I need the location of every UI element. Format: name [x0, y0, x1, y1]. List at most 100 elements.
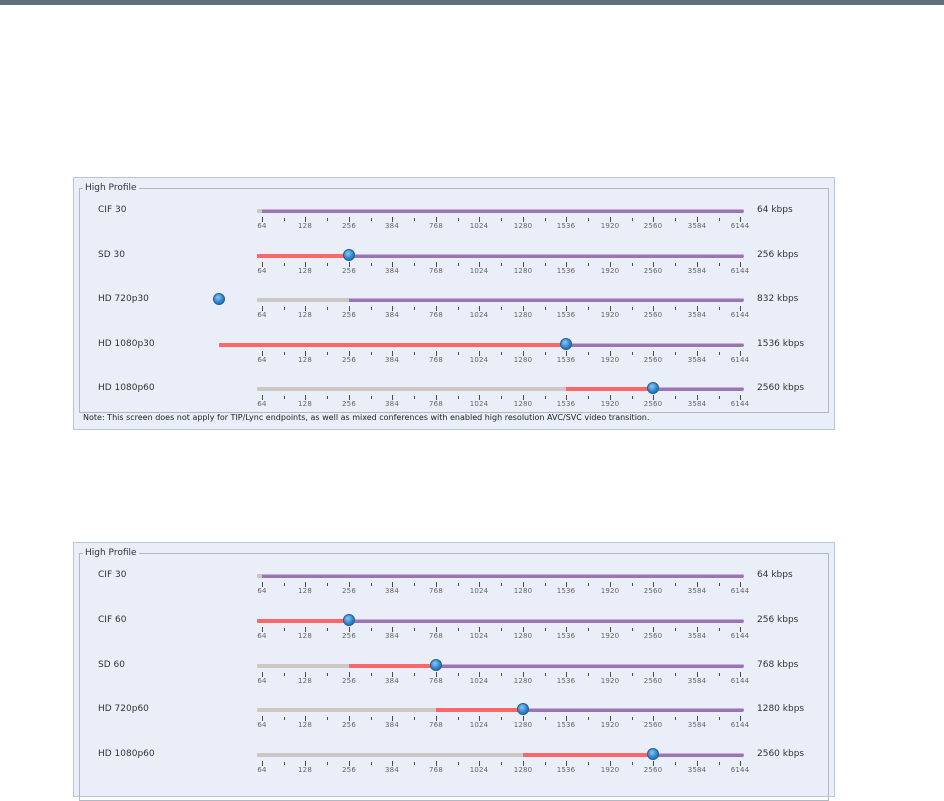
slider-minor-tick: [632, 263, 633, 266]
slider-thumb[interactable]: [343, 249, 355, 261]
tick-label: 1024: [469, 632, 489, 640]
slider-tick: [436, 716, 437, 721]
slider-thumb[interactable]: [560, 338, 572, 350]
slider-minor-tick: [458, 762, 459, 765]
slider-tick: [653, 761, 654, 766]
slider-minor-tick: [675, 307, 676, 310]
slider-tick: [697, 761, 698, 766]
tick-label: 384: [385, 677, 399, 685]
slider-minor-tick: [501, 762, 502, 765]
slider-minor-tick: [458, 307, 459, 310]
slider-tick: [436, 306, 437, 311]
slider-minor-tick: [719, 307, 720, 310]
bitrate-value: 1280 kbps: [757, 704, 805, 714]
slider-minor-tick: [284, 263, 285, 266]
tick-label: 1536: [556, 222, 576, 230]
bitrate-value: 1536 kbps: [757, 339, 805, 349]
slider-minor-tick: [371, 762, 372, 765]
slider-minor-tick: [458, 583, 459, 586]
tick-label: 3584: [687, 311, 707, 319]
tick-label: 1536: [556, 267, 576, 275]
slider-tick: [262, 262, 263, 267]
tick-label: 128: [298, 267, 312, 275]
slider-tick: [523, 761, 524, 766]
slider-minor-tick: [675, 396, 676, 399]
tick-label: 1280: [513, 632, 533, 640]
tick-label: 6144: [730, 311, 750, 319]
slider-thumb[interactable]: [343, 614, 355, 626]
slider-minor-tick: [588, 218, 589, 221]
slider-tick: [479, 761, 480, 766]
slider-tick: [566, 582, 567, 587]
slider-minor-tick: [327, 717, 328, 720]
slider-tick: [262, 217, 263, 222]
slider-thumb[interactable]: [430, 659, 442, 671]
slider-row: HD 1080p30 64 128 256 384 768 1024 1280 1536 1920…: [74, 338, 834, 383]
bitrate-slider-track[interactable]: 64 128 256 384 768 1024 1280 1536 1920 2560 3584 61…: [219, 338, 749, 364]
tick-label: 1536: [556, 632, 576, 640]
slider-thumb[interactable]: [213, 293, 225, 305]
slider-tick: [436, 262, 437, 267]
tick-label: 3584: [687, 721, 707, 729]
bitrate-slider-track[interactable]: 64 128 256 384 768 1024 1280 1536 1920 2560 3584 61…: [257, 614, 749, 640]
slider-minor-tick: [675, 352, 676, 355]
slider-minor-tick: [414, 628, 415, 631]
tick-label: 1920: [600, 677, 620, 685]
bitrate-slider-track[interactable]: 64 128 256 384 768 1024 1280 1536 1920 2560 3584 61…: [257, 703, 749, 729]
tick-label: 2560: [643, 267, 663, 275]
bitrate-slider-track[interactable]: 64 128 256 384 768 1024 1280 1536 1920 2560 3584 61…: [257, 659, 749, 685]
tick-label: 384: [385, 400, 399, 408]
slider-thumb[interactable]: [647, 748, 659, 760]
bitrate-slider-track[interactable]: 64 128 256 384 768 1024 1280 1536 1920 2560 3584 61…: [213, 293, 749, 319]
note-text: Note: This screen does not apply for TIP…: [83, 413, 650, 422]
bitrate-slider-track[interactable]: 64 128 256 384 768 1024 1280 1536 1920 2560 3584 61…: [257, 574, 749, 595]
slider-minor-tick: [371, 673, 372, 676]
tick-label: 1536: [556, 766, 576, 774]
slider-tick: [653, 217, 654, 222]
slider-minor-tick: [545, 307, 546, 310]
slider-tick: [740, 627, 741, 632]
tick-label: 768: [429, 632, 443, 640]
tick-label: 768: [429, 766, 443, 774]
slider-lower-range: [257, 574, 262, 578]
slider-minor-tick: [501, 583, 502, 586]
bitrate-slider-track[interactable]: 64 128 256 384 768 1024 1280 1536 1920 2560 3584 61…: [257, 249, 749, 275]
slider-tick: [305, 761, 306, 766]
tick-label: 1920: [600, 222, 620, 230]
slider-selected-range: [566, 387, 653, 391]
tick-label: 128: [298, 311, 312, 319]
bitrate-slider-track[interactable]: 64 128 256 384 768 1024 1280 1536 1920 2560 3584 61…: [257, 382, 749, 408]
slider-minor-tick: [588, 396, 589, 399]
slider-tick: [392, 395, 393, 400]
slider-tick: [653, 716, 654, 721]
slider-tick: [610, 217, 611, 222]
tick-label: 1280: [513, 400, 533, 408]
slider-minor-tick: [284, 717, 285, 720]
tick-label: 1280: [513, 222, 533, 230]
slider-tick: [392, 716, 393, 721]
bitrate-slider-track[interactable]: 64 128 256 384 768 1024 1280 1536 1920 2560 3584 61…: [257, 209, 749, 230]
tick-label: 1280: [513, 311, 533, 319]
slider-thumb[interactable]: [517, 703, 529, 715]
slider-tick: [566, 351, 567, 356]
tick-label: 2560: [643, 356, 663, 364]
tick-label: 768: [429, 721, 443, 729]
tick-label: 2560: [643, 721, 663, 729]
tick-label: 256: [342, 400, 356, 408]
slider-minor-tick: [284, 307, 285, 310]
slider-minor-tick: [545, 673, 546, 676]
tick-label: 1536: [556, 677, 576, 685]
tick-label: 1024: [469, 356, 489, 364]
tick-label: 1024: [469, 311, 489, 319]
slider-tick: [349, 217, 350, 222]
slider-minor-tick: [545, 762, 546, 765]
slider-lower-range: [257, 753, 523, 757]
tick-label: 1920: [600, 356, 620, 364]
slider-selected-range: [257, 254, 349, 258]
slider-minor-tick: [414, 673, 415, 676]
slider-minor-tick: [719, 717, 720, 720]
slider-thumb[interactable]: [647, 382, 659, 394]
slider-selected-range: [219, 343, 566, 347]
bitrate-slider-track[interactable]: 64 128 256 384 768 1024 1280 1536 1920 2560 3584 61…: [257, 748, 749, 774]
slider-tick: [523, 306, 524, 311]
